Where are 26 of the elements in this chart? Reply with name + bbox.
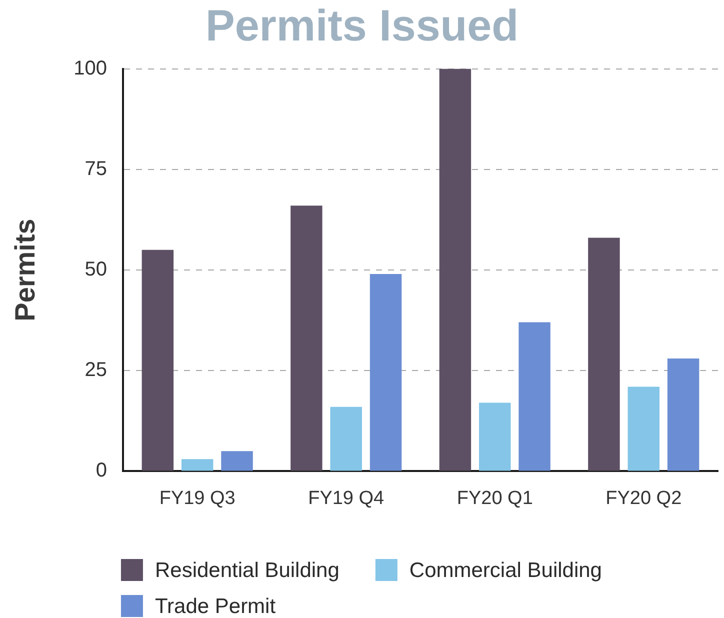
bar xyxy=(518,322,550,471)
x-tick-label: FY19 Q3 xyxy=(159,488,236,509)
bar xyxy=(370,274,402,471)
x-tick-label: FY20 Q1 xyxy=(456,488,533,509)
y-tick-label: 25 xyxy=(84,359,107,382)
bar xyxy=(628,386,660,471)
x-tick-label: FY19 Q4 xyxy=(308,488,385,509)
y-tick-label: 50 xyxy=(84,258,107,281)
bar xyxy=(330,406,362,471)
chart-title: Permits Issued xyxy=(205,2,519,51)
y-tick-label: 100 xyxy=(74,57,107,80)
bar xyxy=(478,402,511,471)
bar xyxy=(181,459,214,471)
legend-label: Residential Building xyxy=(154,558,340,582)
bar xyxy=(142,250,174,471)
legend-label: Commercial Building xyxy=(409,558,602,582)
bar xyxy=(290,206,322,471)
y-tick-label: 75 xyxy=(84,158,107,180)
bar xyxy=(667,358,700,471)
bar xyxy=(221,451,253,471)
y-axis-title: Permits xyxy=(10,218,41,322)
legend-label: Trade Permit xyxy=(154,594,276,618)
x-tick-label: FY20 Q2 xyxy=(606,488,682,509)
bar xyxy=(588,238,620,471)
bar xyxy=(439,68,472,471)
y-tick-label: 0 xyxy=(96,460,107,482)
